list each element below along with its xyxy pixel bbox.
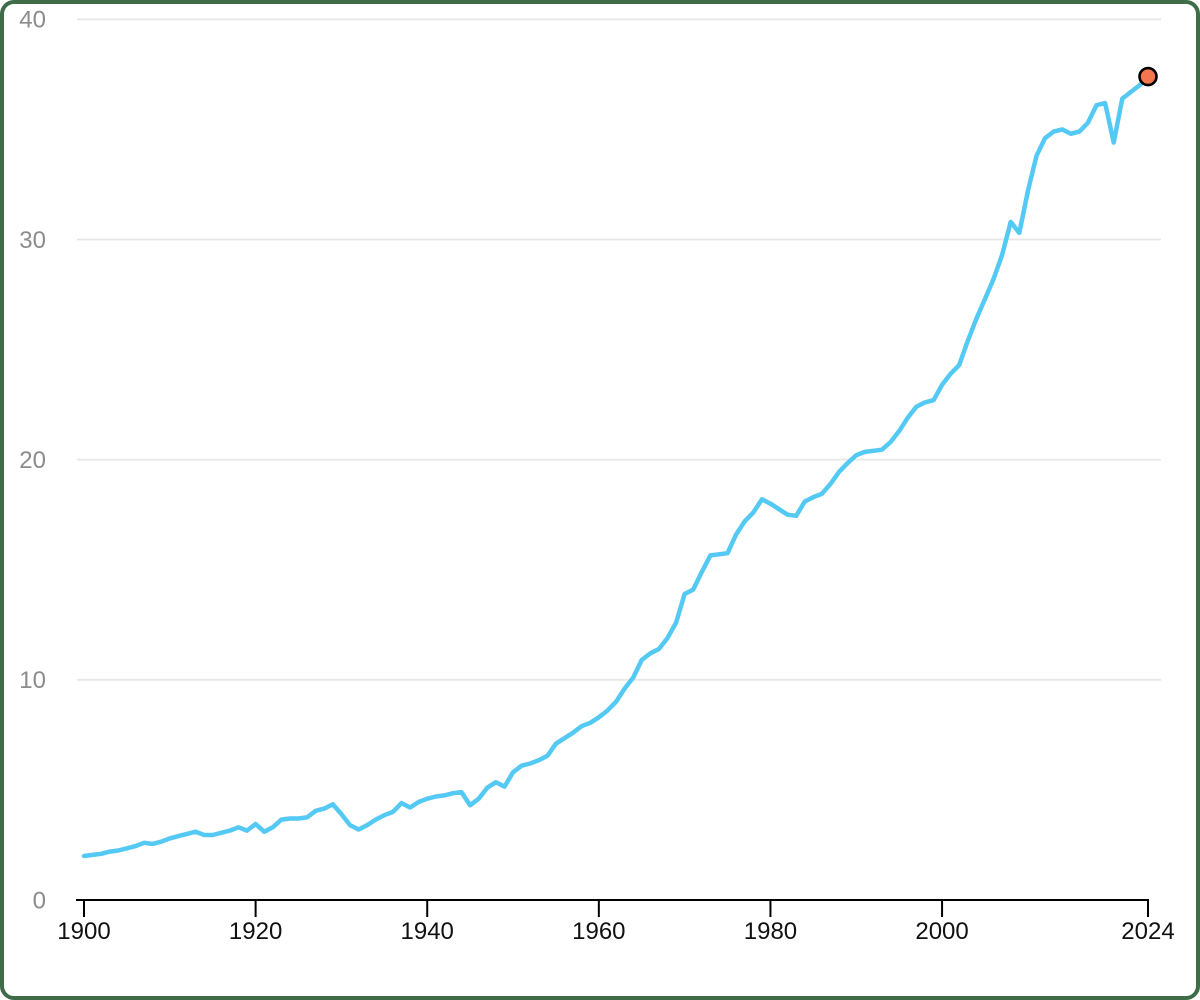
x-tick-label: 1960 (572, 918, 625, 945)
x-tick-label: 2024 (1121, 918, 1174, 945)
data-series-line (81, 74, 1151, 859)
y-tick-label: 40 (19, 7, 46, 34)
y-tick-label: 10 (19, 667, 46, 694)
endpoint-marker (1138, 66, 1158, 87)
x-tick-label: 1900 (57, 918, 110, 945)
y-tick-label: 30 (19, 227, 46, 254)
x-tick-label: 1920 (229, 918, 282, 945)
x-tick-label: 2000 (915, 918, 968, 945)
y-tick-label: 20 (19, 447, 46, 474)
y-tick-label: 0 (33, 887, 46, 914)
x-tick-label: 1940 (401, 918, 454, 945)
x-tick-label: 1980 (744, 918, 797, 945)
